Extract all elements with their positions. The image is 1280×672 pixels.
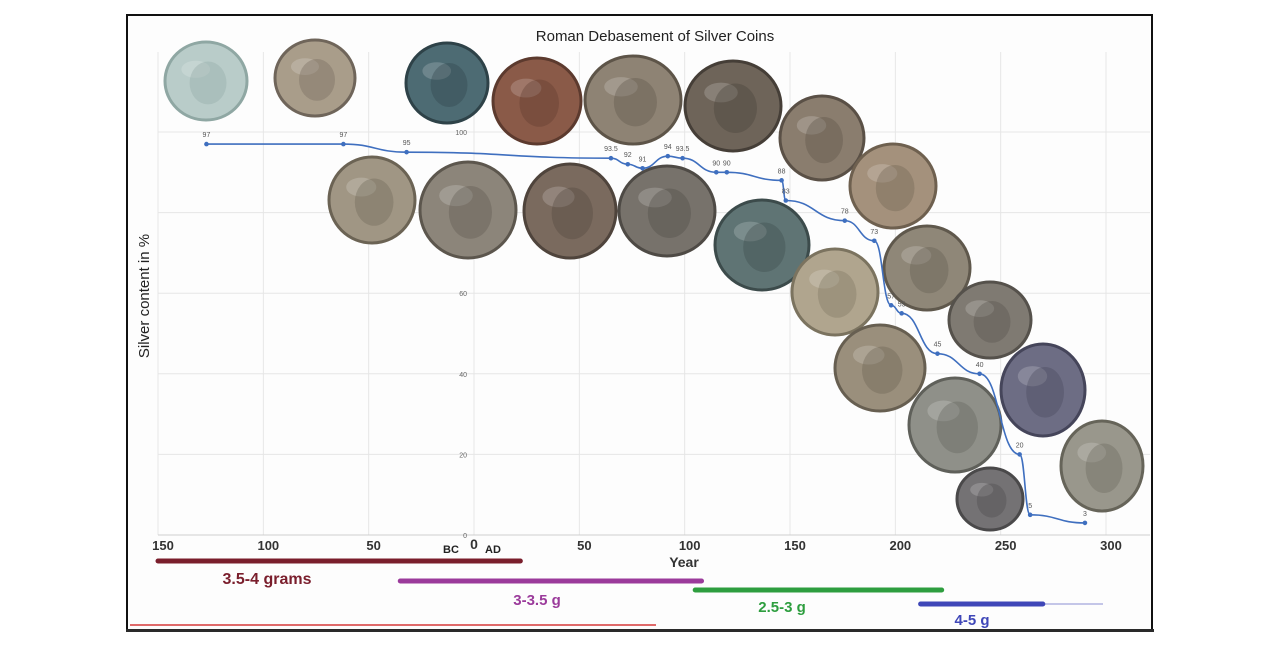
data-point bbox=[842, 218, 848, 223]
coin-12-icon bbox=[1059, 419, 1145, 513]
data-point bbox=[899, 311, 904, 316]
coin-14-icon bbox=[418, 160, 518, 260]
weight-band-label: 3.5-4 grams bbox=[223, 571, 312, 588]
data-point bbox=[1082, 520, 1088, 526]
data-label: 55 bbox=[898, 301, 906, 308]
data-label: 3 bbox=[1083, 511, 1087, 518]
y-tick-label: 20 bbox=[459, 452, 467, 459]
x-tick-label: 0 bbox=[470, 536, 478, 552]
coin-6-icon bbox=[683, 59, 783, 153]
data-point bbox=[783, 198, 789, 203]
data-label: 78 bbox=[841, 209, 849, 216]
y-tick-label: 0 bbox=[463, 533, 467, 540]
data-point bbox=[779, 178, 784, 183]
x-tick-label: 150 bbox=[784, 538, 806, 553]
data-label: 91 bbox=[639, 156, 647, 163]
coin-11-icon bbox=[999, 342, 1087, 438]
coin-9-icon bbox=[882, 224, 972, 312]
coin-3-icon bbox=[404, 41, 490, 125]
y-tick-label: 60 bbox=[459, 291, 467, 298]
x-tick-label: 100 bbox=[257, 538, 279, 553]
y-tick-label: 100 bbox=[455, 130, 467, 137]
data-point bbox=[341, 141, 346, 147]
x-tick-labels: 150 100 50 0 50 100 150 200 250 300 bbox=[152, 536, 1122, 553]
data-point bbox=[204, 141, 209, 147]
x-axis-label: Year bbox=[669, 554, 699, 570]
data-point bbox=[1017, 452, 1022, 457]
silver-content-line bbox=[206, 143, 1085, 524]
data-label: 95 bbox=[403, 140, 411, 147]
y-tick-labels: 0 20 40 60 100 bbox=[455, 130, 467, 540]
data-point bbox=[871, 238, 877, 244]
x-tick-label: 50 bbox=[366, 538, 380, 553]
y-axis-label: Silver content in % bbox=[136, 234, 153, 358]
coin-10-icon bbox=[947, 280, 1033, 360]
data-point bbox=[1027, 512, 1033, 518]
coin-8-icon bbox=[848, 142, 938, 230]
coin-19-icon bbox=[833, 323, 927, 413]
data-point bbox=[625, 161, 631, 167]
coin-18-icon bbox=[790, 247, 880, 337]
y-tick-label: 40 bbox=[459, 372, 467, 379]
coin-21-icon bbox=[955, 466, 1025, 532]
data-label: 20 bbox=[1016, 442, 1024, 449]
data-label: 5 bbox=[1028, 503, 1032, 510]
bottom-border bbox=[126, 629, 1154, 632]
coin-13-icon bbox=[327, 155, 417, 245]
data-point bbox=[404, 149, 409, 155]
data-point bbox=[680, 155, 685, 161]
x-tick-label: 300 bbox=[1100, 538, 1122, 553]
data-label: 88 bbox=[778, 168, 786, 175]
coin-1-icon bbox=[163, 40, 249, 122]
data-label: 93.5 bbox=[676, 146, 690, 153]
data-label: 57 bbox=[887, 293, 895, 300]
coin-17-icon bbox=[713, 198, 811, 292]
data-label: 83 bbox=[782, 189, 790, 196]
x-tick-label: 100 bbox=[679, 538, 701, 553]
data-point bbox=[724, 170, 730, 175]
coin-15-icon bbox=[522, 162, 618, 260]
data-point bbox=[977, 371, 982, 377]
data-point bbox=[713, 170, 719, 175]
x-tick-label: 50 bbox=[577, 538, 591, 553]
data-point bbox=[935, 351, 940, 356]
x-tick-label: 150 bbox=[152, 538, 174, 553]
weight-band-label: 4-5 g bbox=[954, 612, 989, 629]
data-label: 93.5 bbox=[604, 146, 618, 153]
x-tick-label: 200 bbox=[889, 538, 911, 553]
coin-images bbox=[163, 38, 1145, 532]
progress-line bbox=[130, 624, 656, 626]
data-label: 73 bbox=[870, 229, 878, 236]
chart-title: Roman Debasement of Silver Coins bbox=[536, 28, 774, 45]
bc-label: BC bbox=[443, 544, 459, 556]
coin-7-icon bbox=[778, 94, 866, 182]
data-label: 40 bbox=[976, 362, 984, 369]
weight-band-label: 3-3.5 g bbox=[513, 592, 561, 609]
weight-bands: 3.5-4 grams 3-3.5 g 2.5-3 g 4-5 g bbox=[155, 558, 1103, 629]
coin-20-icon bbox=[907, 376, 1003, 474]
data-label: 97 bbox=[339, 132, 347, 139]
coin-4-icon bbox=[491, 56, 583, 146]
data-point bbox=[665, 153, 671, 159]
data-label: 97 bbox=[203, 132, 211, 139]
ad-label: AD bbox=[485, 544, 501, 556]
data-label: 45 bbox=[934, 342, 942, 349]
data-label: 90 bbox=[712, 160, 720, 167]
weight-band-label: 2.5-3 g bbox=[758, 599, 806, 616]
x-tick-label: 250 bbox=[995, 538, 1017, 553]
data-label: 92 bbox=[624, 152, 632, 159]
data-label: 90 bbox=[723, 160, 731, 167]
series-line bbox=[206, 143, 1085, 524]
data-label: 94 bbox=[664, 144, 672, 151]
coin-2-icon bbox=[273, 38, 357, 118]
coin-16-icon bbox=[617, 164, 717, 258]
data-point bbox=[608, 155, 614, 161]
coin-5-icon bbox=[583, 54, 683, 146]
data-point bbox=[640, 165, 645, 171]
data-point bbox=[888, 302, 894, 308]
